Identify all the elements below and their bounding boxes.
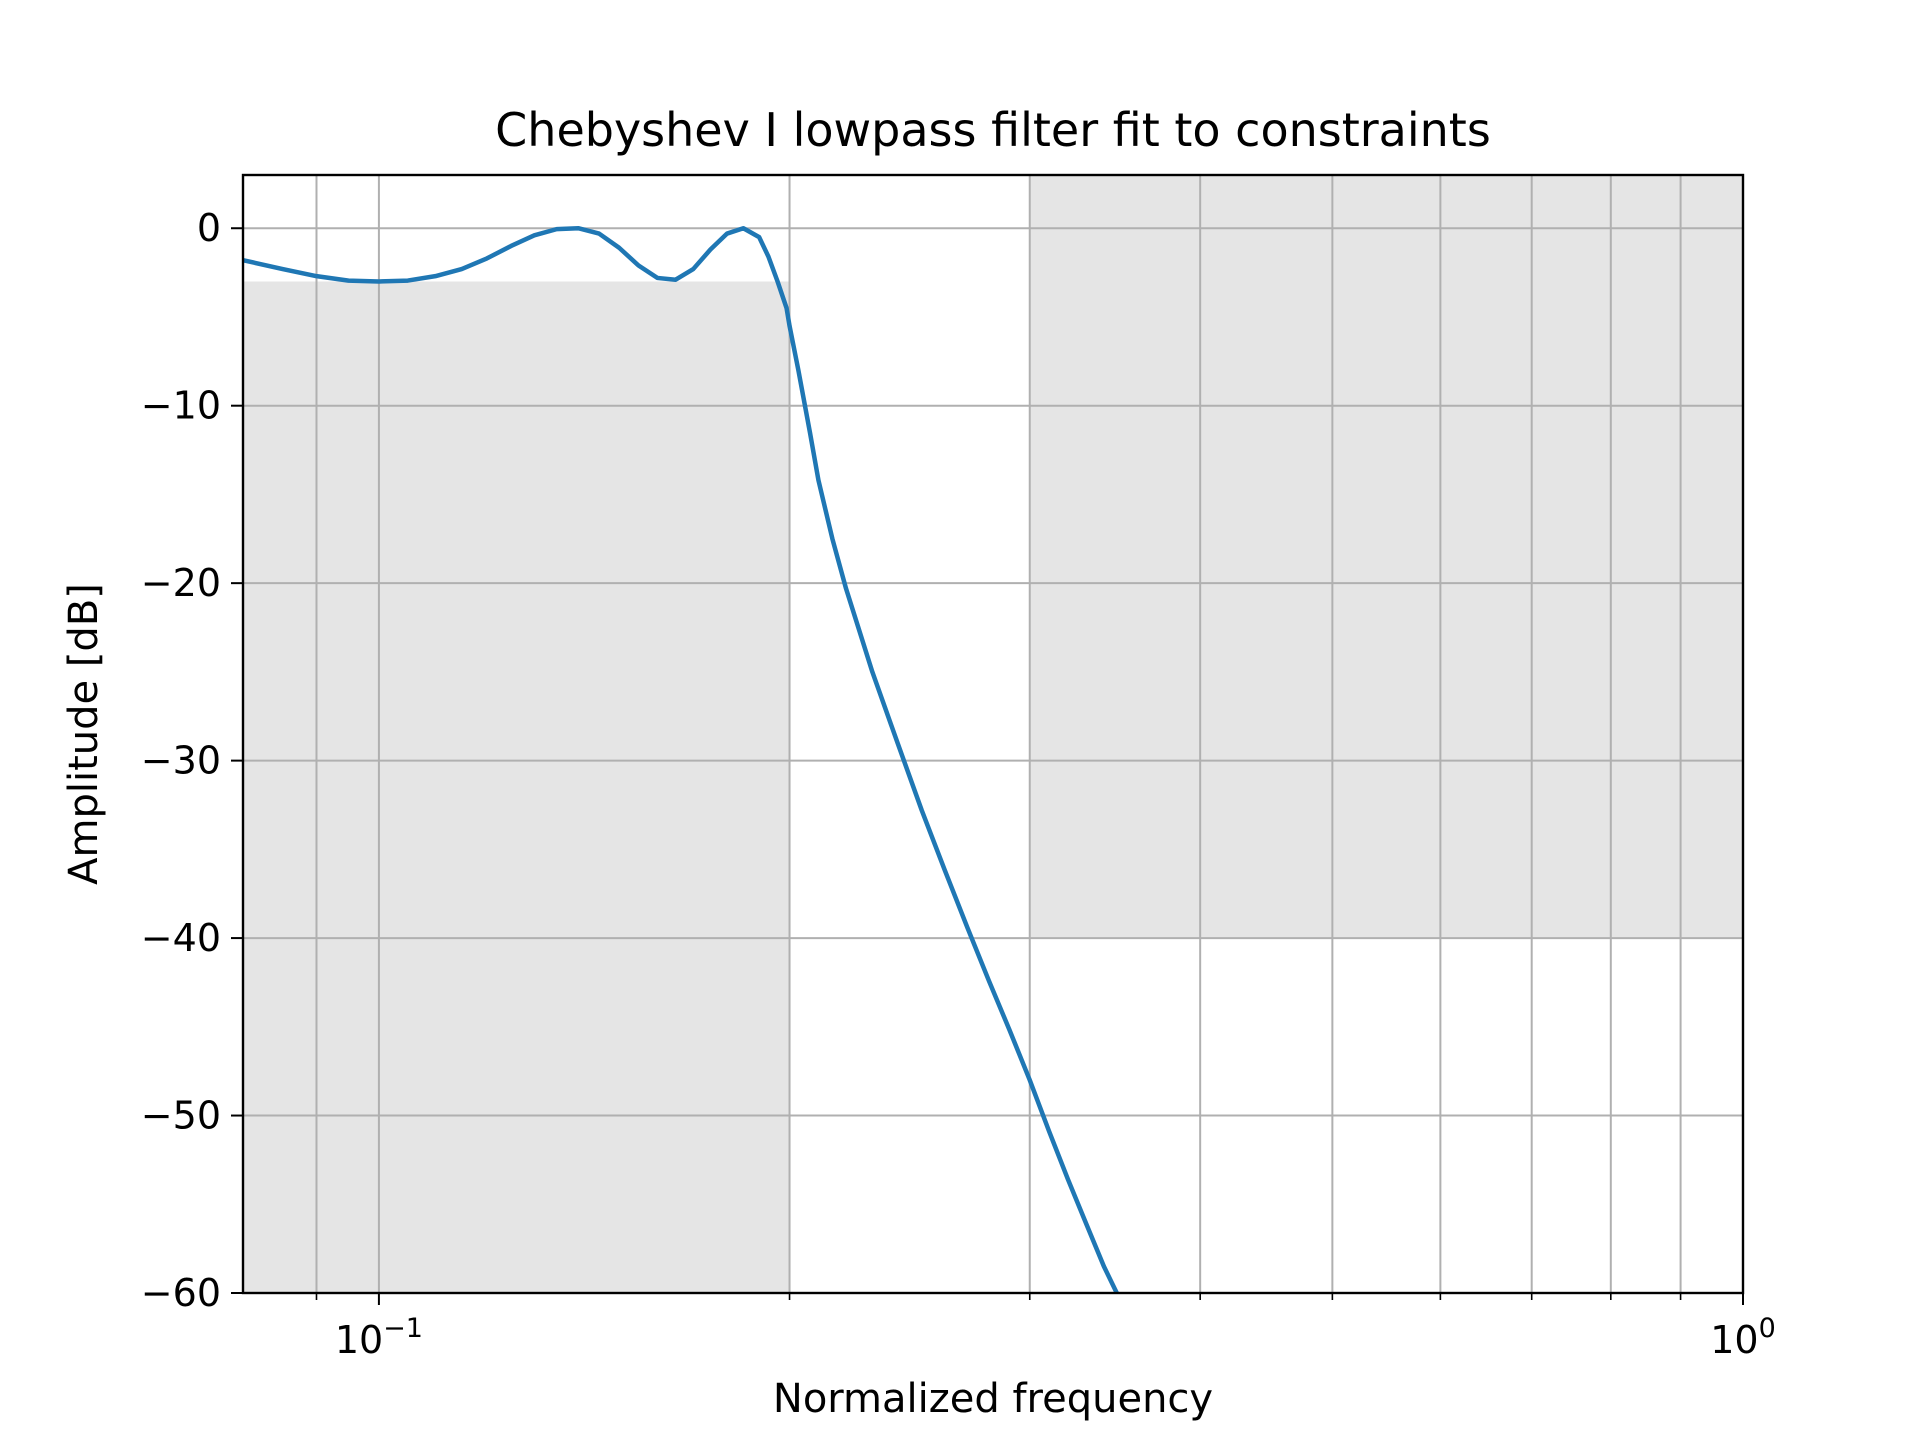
x-tick-label: 10−1	[335, 1313, 423, 1362]
tick-marks	[231, 227, 1744, 1305]
y-tick-label: 0	[197, 206, 221, 250]
y-tick-label: −50	[141, 1094, 221, 1138]
y-tick-label: −10	[141, 384, 221, 428]
y-tick-label: −60	[141, 1271, 221, 1315]
x-tick-label: 100	[1710, 1313, 1776, 1362]
y-tick-label: −20	[141, 561, 221, 605]
constraint-regions	[243, 175, 1743, 1293]
series-line-1	[243, 225, 1120, 1293]
constraint-region-1	[243, 281, 790, 1293]
constraint-region-2	[1029, 175, 1743, 939]
x-axis-label: Normalized frequency	[773, 1376, 1213, 1422]
tick-labels: 0 −10 −20 −30 −40 −50 −60 10−1 100	[141, 206, 1776, 1362]
plot-frame	[241, 173, 1745, 1295]
series-layer	[243, 225, 1120, 1293]
y-axis-label: Amplitude [dB]	[61, 583, 107, 885]
y-tick-label: −40	[141, 916, 221, 960]
chart-title: Chebyshev I lowpass filter fit to constr…	[495, 103, 1491, 157]
y-tick-label: −30	[141, 739, 221, 783]
